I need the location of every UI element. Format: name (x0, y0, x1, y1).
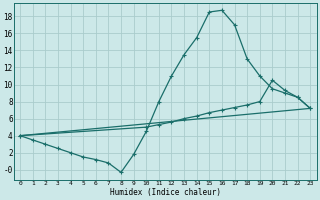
X-axis label: Humidex (Indice chaleur): Humidex (Indice chaleur) (110, 188, 221, 197)
